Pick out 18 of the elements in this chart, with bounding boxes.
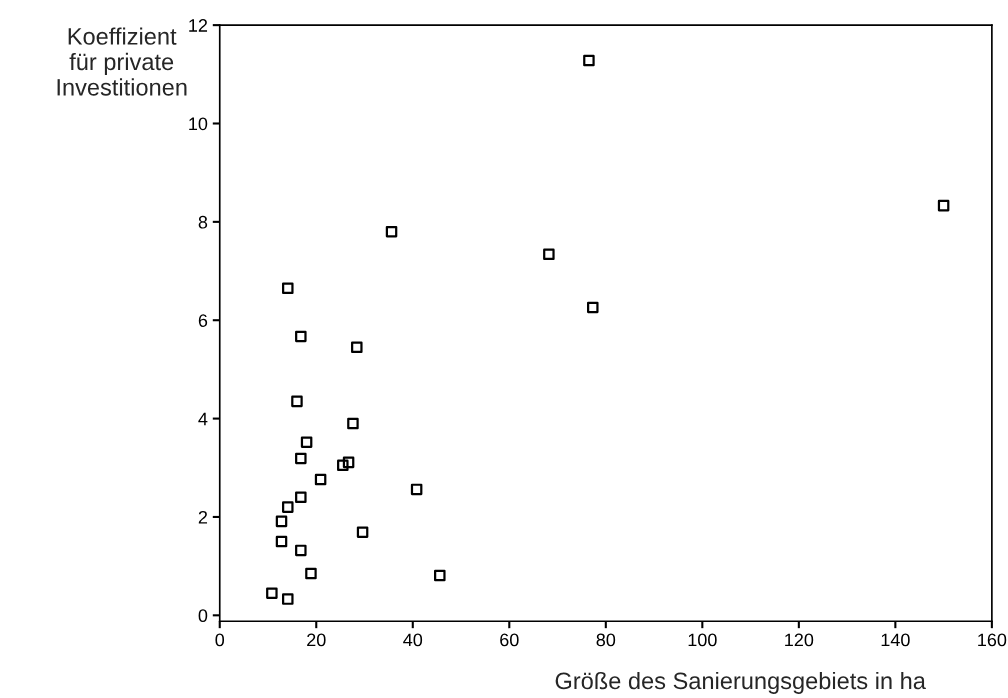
x-axis-title: Größe des Sanierungsgebiets in ha	[555, 671, 926, 694]
y-tick-label: 4	[198, 412, 208, 426]
y-tick-label: 2	[198, 510, 208, 524]
y-tick-label: 6	[198, 314, 208, 327]
x-tick-label: 140	[881, 633, 910, 647]
x-tick-label: 160	[978, 633, 1007, 647]
y-axis-title: Koeffizient für private Investitionen	[57, 27, 187, 96]
y-tick-label: 8	[198, 215, 208, 229]
x-tick-label: 20	[307, 633, 326, 647]
y-tick-label: 10	[189, 117, 208, 131]
x-tick-label: 40	[403, 633, 423, 647]
x-tick-label: 120	[785, 633, 814, 647]
y-tick-label: 0	[198, 609, 208, 623]
x-tick-label: 100	[688, 633, 717, 647]
x-tick-label: 0	[215, 633, 225, 647]
x-tick-label: 80	[596, 633, 616, 647]
x-tick-label: 60	[500, 633, 519, 647]
y-tick-label: 12	[189, 19, 208, 32]
